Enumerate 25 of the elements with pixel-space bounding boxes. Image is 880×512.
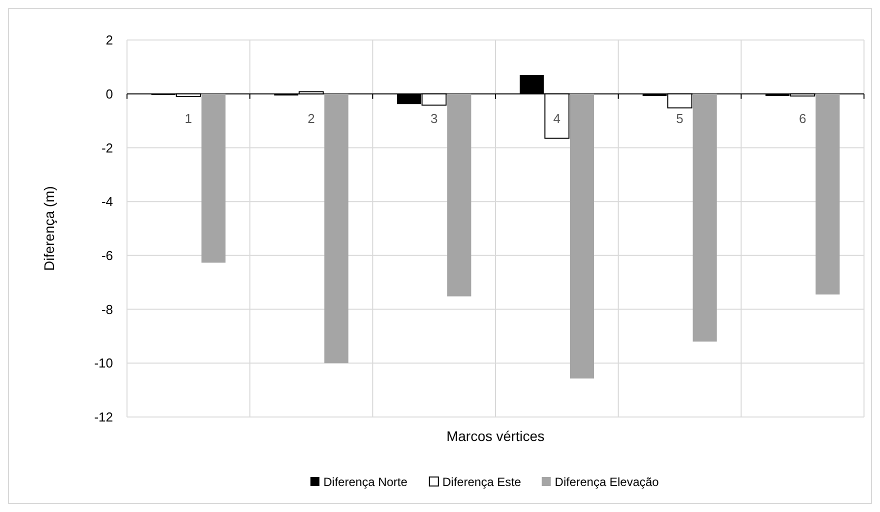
bar: [816, 94, 840, 294]
x-tick-label: 5: [676, 110, 684, 126]
y-tick-label: -10: [94, 356, 113, 371]
y-axis-title: Diferença (m): [41, 186, 57, 271]
legend-label: Diferença Elevação: [554, 475, 660, 490]
x-tick-label: 6: [798, 110, 806, 126]
y-tick-label: 2: [106, 32, 113, 48]
y-tick-label: -2: [101, 140, 113, 156]
bar: [570, 94, 594, 378]
bar: [201, 94, 226, 263]
x-tick-label: 1: [184, 110, 192, 126]
y-tick-label: -6: [101, 248, 113, 263]
bar: [692, 94, 717, 342]
bar: [324, 94, 348, 364]
y-tick-label: -12: [94, 410, 113, 425]
y-tick-label: 0: [106, 86, 113, 102]
x-axis-title: Marcos vértices: [446, 428, 545, 444]
y-tick-label: -8: [101, 302, 113, 317]
legend-label: Diferença Norte: [323, 475, 408, 490]
x-tick-label: 3: [430, 110, 438, 126]
legend-label: Diferença Este: [442, 475, 522, 490]
x-tick-label: 4: [553, 110, 561, 126]
bar: [447, 94, 472, 296]
x-tick-label: 2: [308, 110, 315, 126]
y-tick-label: -4: [101, 194, 113, 210]
